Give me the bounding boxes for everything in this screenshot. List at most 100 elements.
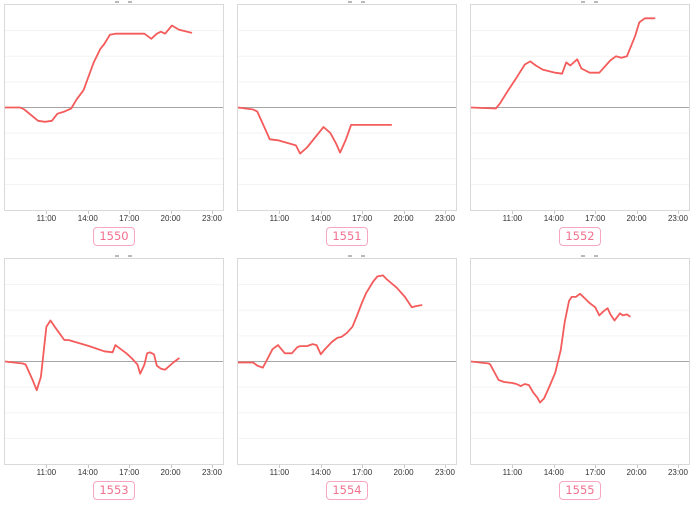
x-tick-label: 20:00: [160, 214, 181, 223]
x-axis: 11:00 14:00 17:00 20:00 23:00: [470, 211, 690, 224]
x-axis: 11:00 14:00 17:00 20:00 23:00: [237, 211, 457, 224]
chart-id-badge[interactable]: 1552: [559, 227, 601, 246]
x-tick-label: 20:00: [626, 468, 647, 477]
x-tick-label: 11:00: [269, 214, 290, 223]
x-tick-label: 14:00: [310, 214, 331, 223]
badge-row: 1555: [470, 481, 690, 501]
x-tick-mark: [320, 465, 322, 468]
x-tick-label: 20:00: [393, 468, 414, 477]
chart-id-badge[interactable]: 1555: [559, 481, 601, 500]
clipped-chart-title-fragment: [237, 254, 457, 258]
x-tick-label: 17:00: [119, 214, 140, 223]
x-tick-mark: [211, 465, 213, 468]
x-tick-label: 14:00: [543, 468, 564, 477]
x-tick-mark: [403, 465, 405, 468]
x-tick-label: 11:00: [502, 214, 523, 223]
x-tick-label: 23:00: [434, 468, 455, 477]
chart-id-badge[interactable]: 1550: [93, 227, 135, 246]
x-axis: 11:00 14:00 17:00 20:00 23:00: [4, 211, 224, 224]
x-tick-mark: [279, 465, 281, 468]
x-tick-label: 14:00: [310, 468, 331, 477]
x-tick-label: 14:00: [543, 214, 564, 223]
x-tick-label: 11:00: [36, 468, 57, 477]
chart-cell-1550: 11:00 14:00 17:00 20:00 23:00 1550: [4, 0, 224, 247]
x-tick-label: 23:00: [667, 468, 688, 477]
x-axis: 11:00 14:00 17:00 20:00 23:00: [237, 465, 457, 478]
price-change-line: [5, 24, 193, 123]
x-tick-mark: [636, 211, 638, 214]
x-tick-label: 17:00: [119, 468, 140, 477]
x-tick-mark: [553, 211, 555, 214]
price-change-line: [471, 17, 656, 110]
x-tick-mark: [677, 465, 679, 468]
chart-id-badge[interactable]: 1554: [326, 481, 368, 500]
x-tick-label: 17:00: [585, 468, 606, 477]
clipped-chart-title-fragment: [4, 0, 224, 4]
sparkline-chart-1552[interactable]: [470, 4, 690, 211]
x-tick-mark: [362, 211, 364, 214]
x-tick-mark: [512, 211, 514, 214]
x-tick-mark: [320, 211, 322, 214]
x-tick-mark: [403, 211, 405, 214]
x-tick-label: 20:00: [160, 468, 181, 477]
x-tick-label: 17:00: [352, 214, 373, 223]
x-tick-mark: [512, 465, 514, 468]
line-chart-svg: [471, 17, 689, 185]
line-chart-svg: [471, 284, 689, 439]
badge-row: 1550: [4, 227, 224, 247]
clipped-chart-title-fragment: [470, 0, 690, 4]
badge-row: 1552: [470, 227, 690, 247]
x-tick-mark: [46, 465, 48, 468]
x-tick-label: 17:00: [352, 468, 373, 477]
x-tick-mark: [553, 465, 555, 468]
x-tick-mark: [595, 465, 597, 468]
x-tick-label: 23:00: [667, 214, 688, 223]
chart-cell-1551: 11:00 14:00 17:00 20:00 23:00 1551: [237, 0, 457, 247]
x-tick-mark: [677, 211, 679, 214]
chart-id-badge[interactable]: 1553: [93, 481, 135, 500]
clipped-chart-title-fragment: [4, 254, 224, 258]
price-change-line: [238, 274, 423, 369]
x-tick-mark: [444, 211, 446, 214]
price-change-line: [238, 106, 393, 155]
sparkline-chart-1553[interactable]: [4, 258, 224, 465]
x-tick-mark: [87, 211, 89, 214]
x-tick-label: 14:00: [77, 468, 98, 477]
sparkline-chart-1551[interactable]: [237, 4, 457, 211]
badge-row: 1551: [237, 227, 457, 247]
badge-row: 1554: [237, 481, 457, 501]
x-tick-label: 11:00: [36, 214, 57, 223]
chart-id-badge[interactable]: 1551: [326, 227, 368, 246]
x-tick-mark: [211, 211, 213, 214]
x-tick-mark: [129, 465, 131, 468]
x-tick-label: 23:00: [201, 468, 222, 477]
chart-cell-1552: 11:00 14:00 17:00 20:00 23:00 1552: [470, 0, 690, 247]
x-tick-label: 20:00: [626, 214, 647, 223]
x-tick-label: 20:00: [393, 214, 414, 223]
x-tick-label: 14:00: [77, 214, 98, 223]
line-chart-svg: [238, 30, 456, 185]
x-tick-label: 11:00: [269, 468, 290, 477]
sparkline-chart-1555[interactable]: [470, 258, 690, 465]
price-change-line: [5, 319, 180, 392]
x-tick-mark: [129, 211, 131, 214]
line-chart-svg: [238, 274, 456, 439]
x-tick-mark: [170, 211, 172, 214]
x-axis: 11:00 14:00 17:00 20:00 23:00: [470, 465, 690, 478]
sparkline-chart-1554[interactable]: [237, 258, 457, 465]
x-tick-mark: [170, 465, 172, 468]
chart-cell-1554: 11:00 14:00 17:00 20:00 23:00 1554: [237, 254, 457, 501]
sparkline-chart-1550[interactable]: [4, 4, 224, 211]
line-chart-svg: [5, 24, 223, 185]
clipped-chart-title-fragment: [470, 254, 690, 258]
x-tick-mark: [595, 211, 597, 214]
x-tick-mark: [279, 211, 281, 214]
x-tick-mark: [444, 465, 446, 468]
badge-row: 1553: [4, 481, 224, 501]
x-tick-mark: [362, 465, 364, 468]
x-tick-label: 23:00: [201, 214, 222, 223]
x-tick-mark: [87, 465, 89, 468]
x-tick-label: 17:00: [585, 214, 606, 223]
x-tick-mark: [636, 465, 638, 468]
